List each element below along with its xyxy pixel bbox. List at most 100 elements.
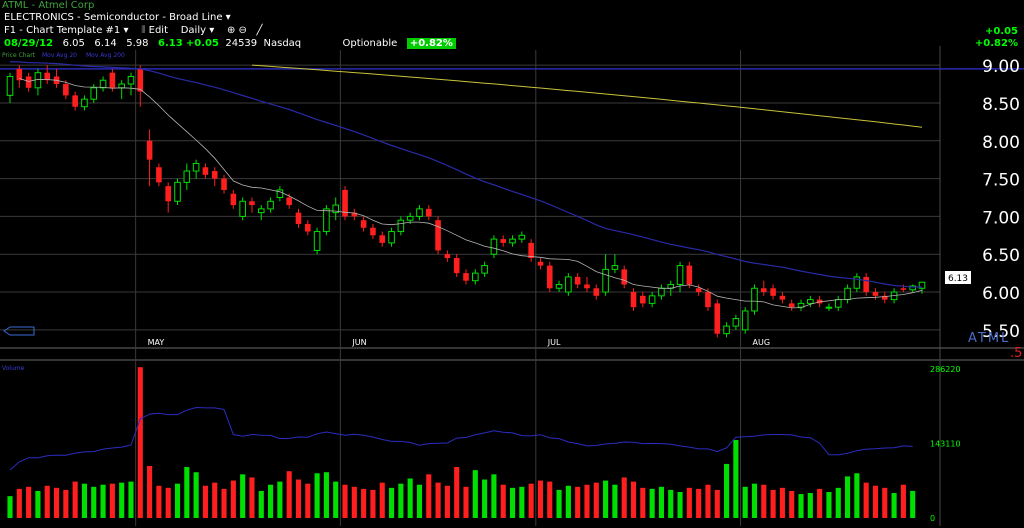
volume-bar bbox=[733, 440, 739, 518]
volume-bar bbox=[751, 483, 758, 518]
candle-body bbox=[611, 265, 619, 270]
zoom-out-icon[interactable]: ⊖ bbox=[238, 25, 247, 36]
volume-bar bbox=[44, 485, 50, 518]
volume-bar bbox=[705, 484, 711, 518]
bars-icon[interactable]: ⫴ bbox=[141, 25, 146, 36]
volume-bar bbox=[128, 481, 134, 518]
candle-body bbox=[574, 276, 581, 285]
volume-bar bbox=[63, 489, 69, 518]
volume-bar bbox=[295, 479, 302, 518]
volume-bar bbox=[556, 489, 562, 518]
quote-date: 08/29/12 bbox=[4, 38, 54, 49]
volume-bar bbox=[910, 490, 916, 518]
candle-body bbox=[705, 292, 711, 308]
candle-body bbox=[230, 193, 237, 206]
volume-bar bbox=[305, 483, 311, 518]
volume-axis: 286220 143110 0 bbox=[930, 365, 961, 523]
quote-high: 6.14 bbox=[94, 38, 117, 49]
period-select[interactable]: Daily ▾ bbox=[180, 25, 215, 36]
volume-bar bbox=[872, 485, 879, 518]
volume-bar bbox=[454, 467, 460, 518]
candle-body bbox=[648, 295, 656, 304]
volume-bar bbox=[509, 487, 516, 518]
candle-body bbox=[481, 265, 488, 274]
candle-body bbox=[741, 310, 749, 331]
candle-body bbox=[267, 200, 274, 210]
draw-tool-icon[interactable]: ╱ bbox=[256, 25, 263, 36]
candle-body bbox=[863, 276, 869, 293]
candle-body bbox=[397, 219, 405, 233]
volume-bar bbox=[612, 484, 618, 518]
sector-label[interactable]: ELECTRONICS - Semiconductor - Broad Line… bbox=[4, 12, 231, 24]
candle-body bbox=[118, 83, 125, 89]
legend-volume: Volume bbox=[2, 365, 25, 372]
candle-body bbox=[351, 212, 358, 217]
candle-body bbox=[518, 234, 526, 240]
volume-bar bbox=[761, 484, 767, 518]
volume-bars bbox=[7, 367, 916, 518]
zoom-in-icon[interactable]: ⊕ bbox=[226, 25, 236, 36]
volume-bar bbox=[398, 483, 404, 518]
candle-body bbox=[127, 75, 135, 85]
month-label: JUL bbox=[547, 338, 561, 347]
volume-bar bbox=[416, 484, 423, 518]
volume-bar bbox=[258, 490, 264, 518]
volume-bar bbox=[379, 482, 385, 518]
volume-bar bbox=[565, 485, 571, 518]
price-tick-label: 8.50 bbox=[982, 95, 1020, 115]
volume-bar bbox=[603, 480, 609, 518]
volume-bar bbox=[16, 488, 22, 518]
candle-body bbox=[472, 272, 479, 282]
candle-body bbox=[276, 189, 284, 199]
volume-bar bbox=[7, 496, 13, 518]
volume-bar bbox=[463, 486, 469, 518]
candle-body bbox=[72, 95, 78, 107]
candle-body bbox=[44, 72, 51, 81]
dropdown-arrow-icon[interactable]: ▾ bbox=[225, 12, 231, 23]
template-select[interactable]: F1 - Chart Template #1 ▾ bbox=[4, 25, 129, 36]
edit-button[interactable]: Edit bbox=[148, 25, 168, 36]
volume-bar bbox=[351, 486, 357, 518]
volume-bar bbox=[649, 488, 655, 518]
volume-bar bbox=[342, 484, 348, 518]
volume-bar bbox=[202, 485, 208, 518]
volume-average-line bbox=[9, 406, 913, 471]
candle-body bbox=[6, 75, 14, 96]
candle-body bbox=[165, 186, 171, 202]
volume-bar bbox=[547, 481, 553, 518]
volume-bar bbox=[221, 488, 227, 518]
volume-bar bbox=[882, 487, 888, 518]
volume-bar bbox=[537, 480, 544, 518]
legend-ma200: Mov Avg 200 bbox=[86, 52, 125, 59]
volume-bar bbox=[575, 486, 581, 518]
scroll-handle-icon[interactable] bbox=[3, 326, 35, 336]
volume-bar bbox=[900, 484, 906, 518]
volume-bar bbox=[807, 493, 813, 518]
volume-bar bbox=[156, 485, 162, 518]
volume-bar bbox=[212, 482, 218, 518]
candle-body bbox=[435, 220, 441, 251]
quote-change: +0.05 bbox=[185, 38, 219, 49]
candle-body bbox=[807, 299, 814, 304]
volume-bar bbox=[147, 466, 153, 518]
candle-body bbox=[406, 215, 414, 221]
candle-body bbox=[211, 171, 218, 179]
candle-body bbox=[555, 283, 563, 289]
volume-bar bbox=[844, 476, 851, 518]
volume-bar bbox=[668, 489, 674, 518]
candle-body bbox=[444, 254, 451, 259]
volume-bar bbox=[863, 482, 869, 518]
price-candles bbox=[6, 65, 926, 338]
candle-body bbox=[918, 281, 926, 289]
candle-body bbox=[788, 303, 795, 308]
candle-body bbox=[834, 299, 842, 308]
candle-body bbox=[249, 201, 255, 206]
volume-bar bbox=[26, 486, 32, 518]
candle-body bbox=[99, 79, 107, 89]
candle-body bbox=[630, 292, 637, 308]
volume-bar bbox=[742, 486, 748, 518]
volume-bar bbox=[724, 463, 730, 518]
volume-bar bbox=[361, 488, 367, 518]
candle-body bbox=[342, 189, 348, 217]
